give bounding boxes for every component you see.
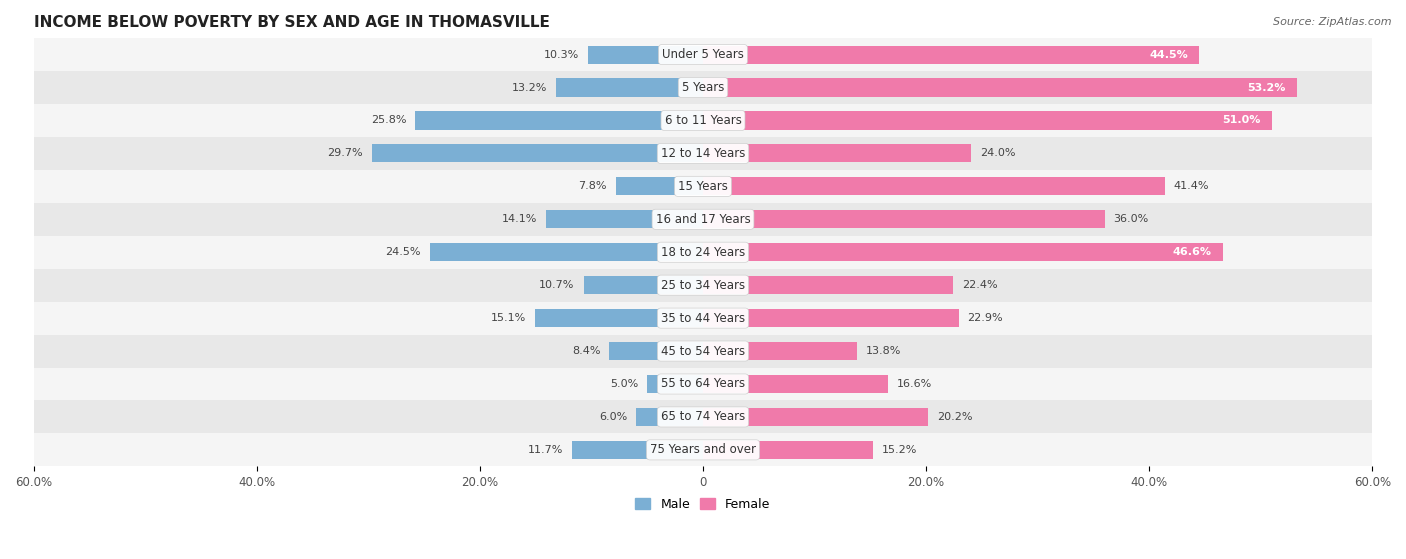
Text: Under 5 Years: Under 5 Years	[662, 48, 744, 61]
Text: 35 to 44 Years: 35 to 44 Years	[661, 311, 745, 325]
Bar	[703, 78, 1296, 97]
Text: 16.6%: 16.6%	[897, 379, 932, 389]
Text: 75 Years and over: 75 Years and over	[650, 443, 756, 456]
Bar	[609, 342, 703, 360]
Text: 7.8%: 7.8%	[578, 181, 607, 191]
Text: 25.8%: 25.8%	[371, 116, 406, 125]
Bar	[430, 243, 703, 261]
Legend: Male, Female: Male, Female	[630, 493, 776, 516]
Text: Source: ZipAtlas.com: Source: ZipAtlas.com	[1274, 17, 1392, 27]
Bar	[34, 170, 1372, 203]
Text: 55 to 64 Years: 55 to 64 Years	[661, 377, 745, 391]
Text: 51.0%: 51.0%	[1222, 116, 1261, 125]
Bar	[34, 433, 1372, 466]
Text: 46.6%: 46.6%	[1173, 247, 1212, 257]
Bar	[572, 441, 703, 459]
Text: 41.4%: 41.4%	[1174, 181, 1209, 191]
Bar	[34, 302, 1372, 335]
Text: 45 to 54 Years: 45 to 54 Years	[661, 344, 745, 358]
Text: 29.7%: 29.7%	[328, 148, 363, 158]
Bar	[415, 111, 703, 130]
Text: INCOME BELOW POVERTY BY SEX AND AGE IN THOMASVILLE: INCOME BELOW POVERTY BY SEX AND AGE IN T…	[34, 15, 550, 30]
Text: 10.7%: 10.7%	[540, 280, 575, 290]
Bar	[555, 78, 703, 97]
Text: 24.0%: 24.0%	[980, 148, 1015, 158]
Text: 16 and 17 Years: 16 and 17 Years	[655, 213, 751, 226]
Text: 20.2%: 20.2%	[938, 412, 973, 422]
Bar	[703, 375, 889, 393]
Bar	[34, 269, 1372, 302]
Bar	[703, 111, 1272, 130]
Text: 8.4%: 8.4%	[572, 346, 600, 356]
Text: 11.7%: 11.7%	[529, 445, 564, 455]
Text: 44.5%: 44.5%	[1150, 50, 1188, 60]
Text: 14.1%: 14.1%	[502, 214, 537, 224]
Bar	[703, 210, 1105, 228]
Text: 13.8%: 13.8%	[866, 346, 901, 356]
Bar	[616, 177, 703, 196]
Bar	[647, 375, 703, 393]
Text: 18 to 24 Years: 18 to 24 Years	[661, 246, 745, 259]
Text: 22.9%: 22.9%	[967, 313, 1002, 323]
Bar	[34, 367, 1372, 400]
Bar	[34, 236, 1372, 269]
Text: 24.5%: 24.5%	[385, 247, 420, 257]
Bar	[34, 203, 1372, 236]
Bar	[703, 342, 858, 360]
Text: 10.3%: 10.3%	[544, 50, 579, 60]
Bar	[703, 177, 1166, 196]
Text: 15 Years: 15 Years	[678, 180, 728, 193]
Text: 36.0%: 36.0%	[1114, 214, 1149, 224]
Text: 5 Years: 5 Years	[682, 81, 724, 94]
Bar	[546, 210, 703, 228]
Bar	[583, 276, 703, 294]
Bar	[34, 400, 1372, 433]
Text: 13.2%: 13.2%	[512, 83, 547, 93]
Bar	[703, 45, 1199, 64]
Text: 65 to 74 Years: 65 to 74 Years	[661, 410, 745, 423]
Bar	[636, 408, 703, 426]
Text: 22.4%: 22.4%	[962, 280, 997, 290]
Bar	[703, 144, 970, 163]
Bar	[371, 144, 703, 163]
Bar	[34, 71, 1372, 104]
Text: 5.0%: 5.0%	[610, 379, 638, 389]
Text: 6 to 11 Years: 6 to 11 Years	[665, 114, 741, 127]
Bar	[703, 309, 959, 327]
Bar	[34, 104, 1372, 137]
Text: 53.2%: 53.2%	[1247, 83, 1285, 93]
Bar	[703, 441, 873, 459]
Text: 15.2%: 15.2%	[882, 445, 917, 455]
Bar	[534, 309, 703, 327]
Text: 12 to 14 Years: 12 to 14 Years	[661, 147, 745, 160]
Bar	[703, 408, 928, 426]
Bar	[703, 276, 953, 294]
Bar	[34, 38, 1372, 71]
Bar	[588, 45, 703, 64]
Bar	[703, 243, 1223, 261]
Text: 25 to 34 Years: 25 to 34 Years	[661, 279, 745, 292]
Text: 6.0%: 6.0%	[599, 412, 627, 422]
Bar	[34, 335, 1372, 367]
Text: 15.1%: 15.1%	[491, 313, 526, 323]
Bar	[34, 137, 1372, 170]
